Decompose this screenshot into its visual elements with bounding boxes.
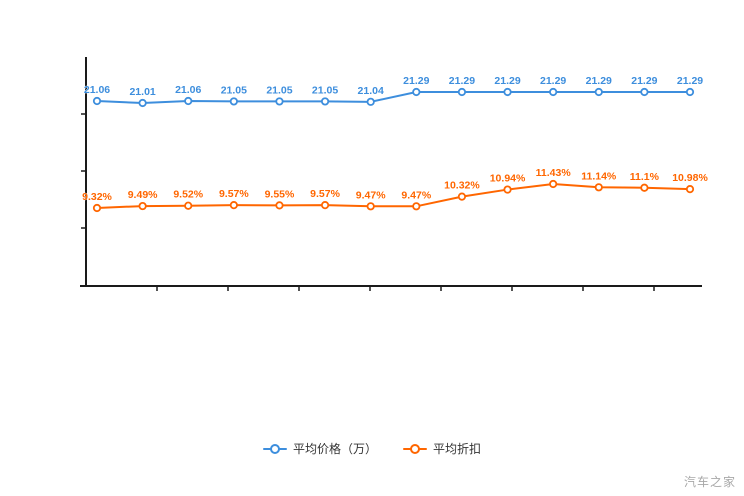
- data-point[interactable]: [184, 96, 193, 106]
- legend-item-avg-discount[interactable]: 平均折扣: [403, 440, 481, 457]
- data-point[interactable]: [320, 201, 330, 210]
- legend-label: 平均折扣: [433, 442, 482, 456]
- data-point-label: 9.47%: [401, 189, 431, 201]
- data-point-label: 21.05: [221, 84, 247, 96]
- data-point-label: 21.29: [494, 75, 520, 87]
- data-point[interactable]: [138, 201, 147, 211]
- data-point[interactable]: [549, 87, 558, 97]
- data-point[interactable]: [503, 87, 512, 97]
- data-point[interactable]: [92, 96, 102, 106]
- data-point[interactable]: [457, 192, 467, 201]
- data-point-label: 11.43%: [536, 167, 572, 179]
- data-point[interactable]: [229, 201, 238, 210]
- data-point[interactable]: [184, 201, 193, 210]
- data-point-label: 9.55%: [265, 188, 295, 200]
- data-point[interactable]: [275, 201, 284, 210]
- data-point[interactable]: [366, 97, 375, 106]
- data-point-label: 21.01: [129, 86, 155, 98]
- data-point-label: 21.05: [266, 84, 292, 96]
- data-point-label: 9.32%: [82, 191, 112, 203]
- avg-discount-legend-marker-icon: [403, 443, 427, 454]
- data-point-label: 9.57%: [310, 188, 340, 200]
- data-point[interactable]: [685, 87, 695, 97]
- legend-label: 平均价格（万）: [292, 442, 377, 456]
- data-point[interactable]: [503, 185, 512, 194]
- data-point[interactable]: [457, 87, 467, 97]
- data-point[interactable]: [412, 202, 421, 211]
- data-point-label: 9.57%: [219, 188, 249, 200]
- data-point[interactable]: [229, 97, 238, 106]
- data-point[interactable]: [275, 97, 284, 106]
- data-point-label: 21.29: [677, 75, 703, 87]
- data-point-label: 21.29: [403, 75, 429, 87]
- data-point[interactable]: [92, 203, 102, 213]
- avg-price-legend-marker-icon: [262, 443, 287, 454]
- data-point-label: 21.04: [358, 85, 384, 97]
- series-avg-discount: 9.32% 9.49% 9.52% 9.57% 9.55% 9.57% 9.47% 9.47%…: [82, 167, 709, 213]
- chart-legend: 平均价格（万） 平均折扣: [0, 440, 744, 457]
- data-point[interactable]: [685, 185, 695, 194]
- data-point-label: 21.06: [84, 84, 110, 96]
- data-point-label: 11.1%: [630, 171, 660, 183]
- data-point-label: 21.05: [312, 84, 338, 96]
- data-point-label: 21.29: [540, 75, 566, 87]
- data-point-label: 9.49%: [128, 189, 158, 201]
- data-point-label: 10.98%: [672, 172, 708, 184]
- legend-item-avg-price[interactable]: 平均价格（万）: [262, 440, 377, 457]
- data-point-label: 11.14%: [581, 170, 617, 182]
- data-point[interactable]: [320, 97, 330, 106]
- watermark: 汽车之家: [683, 475, 736, 489]
- series-line: [96, 182, 691, 209]
- data-point[interactable]: [640, 183, 649, 192]
- data-point[interactable]: [366, 202, 375, 211]
- data-point-label: 9.52%: [173, 189, 203, 201]
- data-point[interactable]: [640, 87, 649, 97]
- data-point[interactable]: [594, 183, 603, 192]
- data-point-label: 10.94%: [490, 173, 526, 185]
- data-point-label: 10.32%: [444, 180, 480, 192]
- data-point-label: 9.47%: [356, 189, 386, 201]
- data-point[interactable]: [549, 179, 558, 189]
- series-line: [96, 91, 690, 105]
- data-point-label: 21.29: [449, 75, 475, 87]
- data-point-label: 21.06: [175, 84, 201, 96]
- data-point-label: 21.29: [631, 75, 657, 87]
- series-avg-price: 21.06 21.01 21.06 21.05 21.05 21.05 21.04 21.29…: [84, 75, 704, 108]
- data-point[interactable]: [594, 87, 603, 97]
- data-point[interactable]: [412, 87, 421, 97]
- data-point[interactable]: [138, 98, 147, 108]
- data-point-label: 21.29: [586, 75, 612, 87]
